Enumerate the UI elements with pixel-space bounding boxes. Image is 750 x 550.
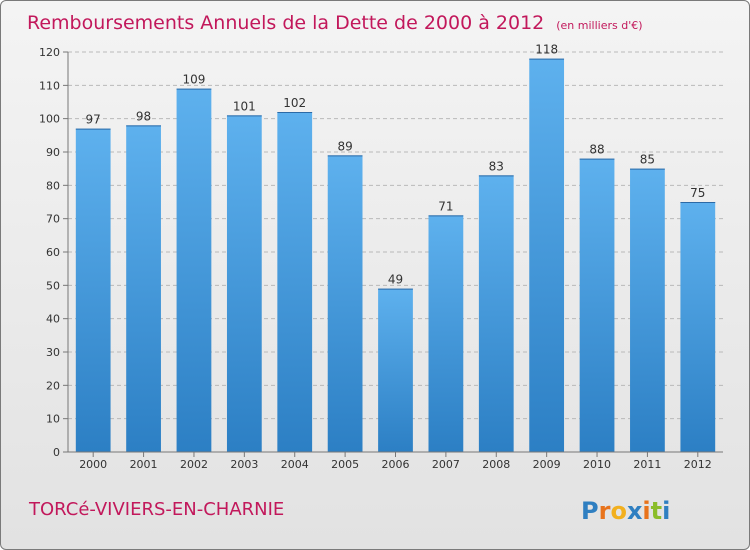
bar-2011 [630, 168, 665, 452]
x-tick-label-2011: 2011 [633, 458, 661, 471]
bar-2004 [277, 112, 313, 452]
x-tick-label-2002: 2002 [180, 458, 208, 471]
x-tick-label-2001: 2001 [130, 458, 158, 471]
proxiti-logo: Proxiti [581, 497, 670, 525]
bar-2000 [75, 128, 111, 452]
bar-2005 [327, 155, 363, 453]
value-label-2008: 83 [489, 159, 504, 173]
logo-letter: o [610, 497, 627, 525]
y-tick-label: 40 [46, 313, 60, 326]
value-label-2006: 49 [388, 273, 403, 287]
bar-2009 [529, 58, 565, 453]
commune-name: TORCé-VIVIERS-EN-CHARNIE [28, 499, 284, 520]
x-tick-label-2003: 2003 [230, 458, 258, 471]
x-tick-label-2004: 2004 [281, 458, 309, 471]
logo-letter: x [627, 497, 643, 525]
bar-2003 [226, 115, 262, 452]
y-tick-label: 20 [46, 379, 60, 392]
logo-letter: r [599, 497, 611, 525]
axes: 0 10 20 30 40 50 60 70 80 90 100 110 120 2000 2001 2002… [39, 46, 723, 471]
value-label-2005: 89 [337, 139, 352, 153]
bar-2007 [428, 215, 464, 452]
y-tick-label: 70 [46, 213, 60, 226]
y-tick-label: 30 [46, 346, 60, 359]
y-tick-label: 80 [46, 179, 60, 192]
logo-letter: t [651, 497, 662, 525]
x-tick-label-2007: 2007 [432, 458, 460, 471]
x-tick-label-2012: 2012 [684, 458, 712, 471]
x-tick-label-2006: 2006 [382, 458, 410, 471]
x-tick-label-2010: 2010 [583, 458, 611, 471]
logo-letter: P [581, 497, 599, 525]
value-label-2007: 71 [438, 199, 453, 213]
y-tick-label: 110 [39, 79, 60, 92]
x-tick-label-2005: 2005 [331, 458, 359, 471]
bars: 97 98 109 101 102 89 49 71 83 118 88 85 75 [75, 43, 716, 453]
bar-2002 [176, 88, 212, 453]
x-tick-label-2000: 2000 [79, 458, 107, 471]
value-label-2003: 101 [233, 99, 256, 113]
x-tick-label-2009: 2009 [533, 458, 561, 471]
value-label-2010: 88 [589, 143, 604, 157]
value-label-2011: 85 [640, 153, 655, 167]
bar-2010 [579, 158, 615, 452]
bar-2006 [378, 288, 413, 452]
value-label-2001: 98 [136, 109, 151, 123]
x-tick-label-2008: 2008 [482, 458, 510, 471]
value-label-2002: 109 [183, 73, 206, 87]
y-tick-label: 60 [46, 246, 60, 259]
chart-title: Remboursements Annuels de la Dette de 20… [27, 12, 643, 34]
y-tick-label: 100 [39, 113, 60, 126]
bar-2008 [478, 175, 514, 453]
y-tick-label: 0 [53, 446, 60, 459]
bar-2012 [680, 202, 716, 452]
y-tick-label: 90 [46, 146, 60, 159]
bar-2001 [126, 125, 161, 452]
logo-letter: i [642, 497, 650, 525]
value-label-2004: 102 [283, 96, 306, 110]
chart-subtitle: (en milliers d'€) [556, 19, 642, 32]
y-tick-label: 10 [46, 413, 60, 426]
chart-title-main: Remboursements Annuels de la Dette de 20… [27, 12, 544, 34]
value-label-2000: 97 [86, 113, 101, 127]
y-tick-label: 120 [39, 46, 60, 59]
value-label-2009: 118 [535, 43, 558, 57]
y-tick-label: 50 [46, 279, 60, 292]
value-label-2012: 75 [690, 186, 705, 200]
logo-letter: i [662, 497, 670, 525]
